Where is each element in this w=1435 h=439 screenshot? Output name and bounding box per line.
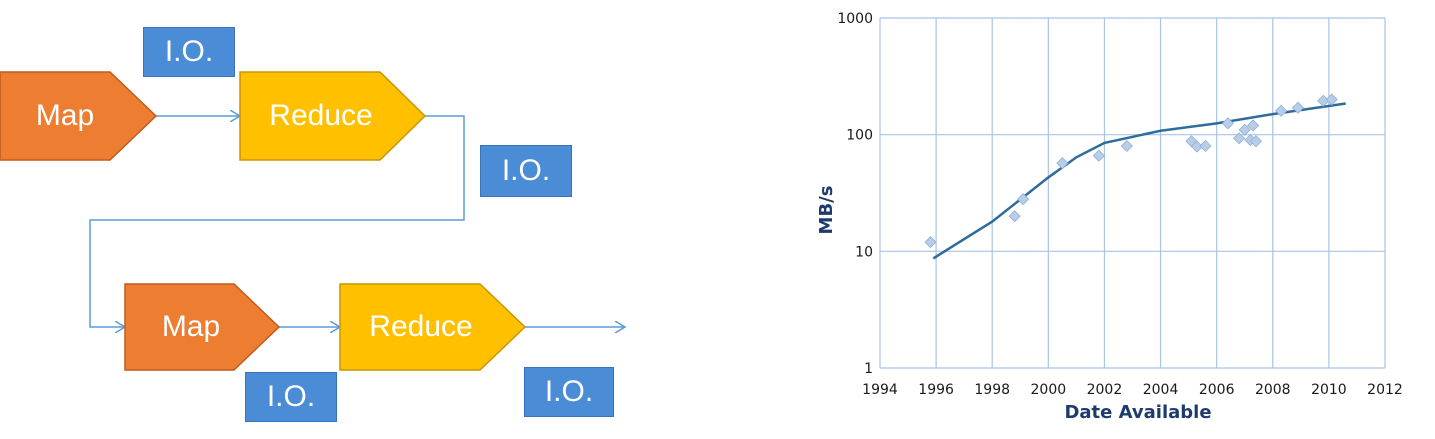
- data-point: [1008, 210, 1021, 223]
- data-point: [1275, 104, 1288, 117]
- data-point: [1247, 119, 1260, 132]
- io-box-4: I.O.: [524, 367, 614, 417]
- mapreduce-diagram: [0, 71, 700, 371]
- x-tick-label: 2004: [1143, 382, 1179, 398]
- x-tick-label: 2012: [1367, 382, 1403, 398]
- x-tick-label: 2008: [1255, 382, 1291, 398]
- data-point: [1092, 149, 1105, 162]
- map-step-2: [124, 283, 281, 371]
- map-label-1: Map: [35, 99, 95, 132]
- data-point: [1199, 139, 1212, 153]
- io-box-1: I.O.: [143, 27, 235, 77]
- x-tick-label: 2006: [1199, 382, 1235, 398]
- x-tick-label: 2000: [1031, 382, 1067, 398]
- data-point: [1291, 101, 1305, 114]
- x-tick-label: 1994: [862, 382, 898, 398]
- reduce-step-2: [339, 283, 527, 371]
- trend-line: [932, 102, 1346, 260]
- x-tick-label: 1996: [918, 382, 954, 398]
- y-axis-title: MB/s: [816, 186, 837, 235]
- x-tick-label: 2010: [1311, 382, 1347, 398]
- x-axis-title: Date Available: [1064, 402, 1211, 423]
- x-tick-label: 2002: [1087, 382, 1123, 398]
- reduce-label-2: Reduce: [369, 310, 473, 343]
- data-point: [1056, 157, 1069, 170]
- y-tick-label: 100: [846, 128, 873, 144]
- data-point: [1017, 193, 1030, 206]
- map-label-2: Map: [161, 310, 221, 343]
- data-point: [1221, 117, 1234, 130]
- y-tick-label: 1: [864, 361, 873, 377]
- y-tick-label: 10: [855, 244, 873, 260]
- data-point: [1249, 135, 1263, 148]
- map-step-1: [0, 71, 158, 161]
- reduce-step-1: [239, 71, 427, 161]
- data-point: [1325, 93, 1338, 106]
- io-box-2: I.O.: [480, 145, 572, 197]
- y-tick-label: 1000: [837, 11, 873, 27]
- data-point: [924, 236, 937, 249]
- io-box-3: I.O.: [245, 372, 337, 422]
- connector-reduce1-to-map2: [89, 115, 465, 327]
- data-point: [1120, 139, 1133, 153]
- data-point: [1233, 132, 1246, 145]
- x-tick-label: 1998: [974, 382, 1010, 398]
- reduce-label-1: Reduce: [269, 99, 373, 132]
- data-point: [1238, 123, 1251, 136]
